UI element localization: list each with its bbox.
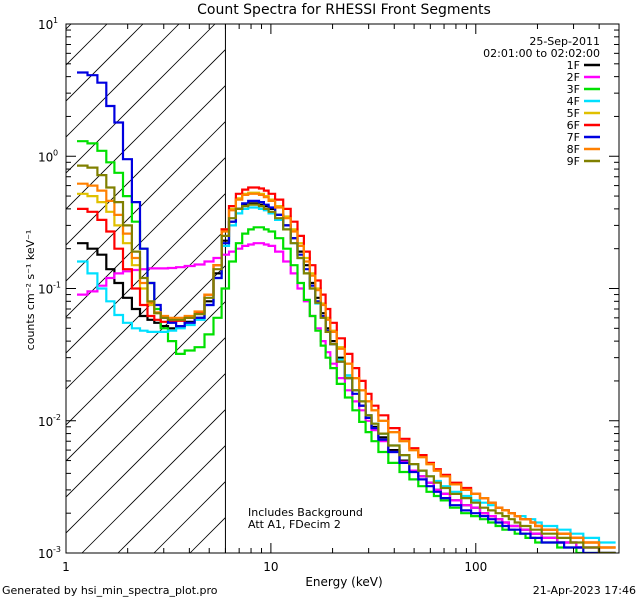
hatch-line <box>66 336 226 498</box>
y-axis-label: counts cm⁻² s⁻¹ keV⁻¹ <box>24 230 37 351</box>
hatch-line <box>66 372 226 534</box>
chart-title: Count Spectra for RHESSI Front Segments <box>197 2 491 18</box>
hatch-line <box>66 84 226 246</box>
x-axis-label: Energy (keV) <box>305 575 382 589</box>
y-tick-exponent: -1 <box>53 281 61 290</box>
date-label: 25-Sep-2011 <box>529 35 600 48</box>
y-tick-label: 10 <box>38 547 53 561</box>
legend-label: 5F <box>567 107 580 120</box>
legend-label: 7F <box>567 131 580 144</box>
series-line-4F <box>77 206 616 544</box>
legend-label: 6F <box>567 119 580 132</box>
x-tick-label: 100 <box>464 560 487 574</box>
hatch-line <box>117 444 226 553</box>
annotation-attenuator: Att A1, FDecim 2 <box>248 518 341 531</box>
hatch-line <box>66 264 226 426</box>
hatch-line <box>334 24 640 553</box>
y-tick-exponent: -2 <box>53 413 61 422</box>
legend-label: 2F <box>567 71 580 84</box>
y-tick-label: 10 <box>38 415 53 429</box>
series-group <box>77 71 616 553</box>
legend-label: 1F <box>567 59 580 72</box>
y-tick-label: 10 <box>38 150 53 164</box>
y-tick-label: 10 <box>38 283 53 297</box>
y-tick-exponent: 0 <box>53 148 58 157</box>
legend-label: 4F <box>567 95 580 108</box>
hatch-line <box>298 24 640 553</box>
series-line-8F <box>77 182 616 549</box>
footer-generated-by: Generated by hsi_min_spectra_plot.pro <box>2 584 218 597</box>
hatch-line <box>66 156 226 318</box>
y-tick-exponent: -3 <box>53 545 61 554</box>
hatched-region <box>66 24 640 553</box>
x-tick-label: 10 <box>263 560 278 574</box>
series-line-5F <box>77 191 616 549</box>
legend-label: 3F <box>567 83 580 96</box>
series-line-3F <box>77 140 616 553</box>
footer-timestamp: 21-Apr-2023 17:46 <box>533 584 636 597</box>
legend-label: 9F <box>567 155 580 168</box>
y-tick-label: 10 <box>38 18 53 32</box>
hatch-line <box>66 48 226 210</box>
x-tick-labels: 1 10 100 <box>62 560 487 574</box>
plot-frame <box>65 23 620 554</box>
x-tick-label: 1 <box>62 560 70 574</box>
hatch-line <box>66 228 226 390</box>
series-line-9F <box>77 164 616 553</box>
hatch-line <box>81 408 226 553</box>
axis-ticks <box>65 23 620 554</box>
y-tick-exponent: 1 <box>53 16 58 25</box>
hatch-line <box>66 24 180 138</box>
annotation-background: Includes Background <box>248 506 363 519</box>
legend-label: 8F <box>567 143 580 156</box>
series-line-6F <box>77 186 616 549</box>
hatch-line <box>66 192 226 354</box>
hatch-line <box>66 24 216 174</box>
time-range-label: 02:01:00 to 02:02:00 <box>483 47 600 60</box>
